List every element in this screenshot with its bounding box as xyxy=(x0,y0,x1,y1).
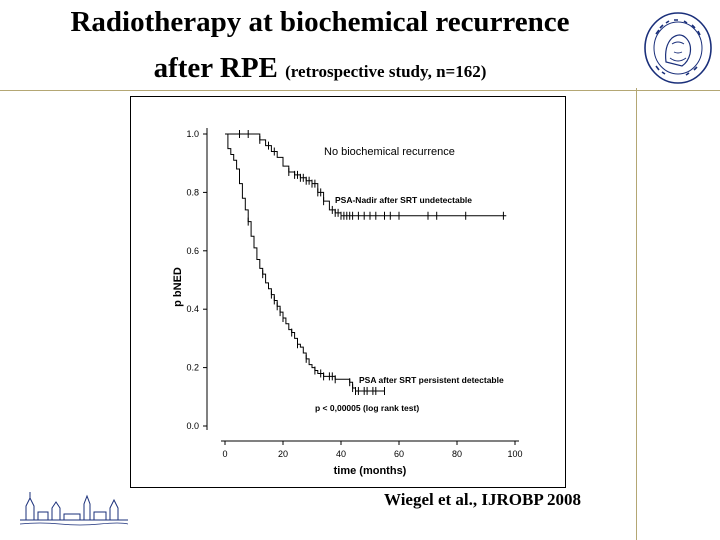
x-tick-label: 0 xyxy=(222,449,227,459)
series-label-persistent-detectable: PSA after SRT persistent detectable xyxy=(359,375,504,385)
series-line-1 xyxy=(225,133,385,392)
y-tick-label: 0.0 xyxy=(186,421,199,431)
slide-title-line-2: after RPE (retrospective study, n=162) xyxy=(0,52,640,85)
y-tick-label: 0.8 xyxy=(186,187,199,197)
slide-title-line-1: Radiotherapy at biochemical recurrence xyxy=(70,6,570,38)
citation: Wiegel et al., IJROBP 2008 xyxy=(384,490,582,509)
slide-title-subtitle: (retrospective study, n=162) xyxy=(285,62,487,81)
y-axis-label: p bNED xyxy=(172,267,184,307)
slide-title-main: after RPE xyxy=(153,52,278,84)
annotation-p-value: p < 0,00005 (log rank test) xyxy=(315,403,419,413)
city-skyline-icon xyxy=(20,492,128,526)
y-tick-label: 0.4 xyxy=(186,304,199,314)
university-seal-icon xyxy=(644,12,712,84)
y-tick-label: 0.2 xyxy=(186,363,199,373)
x-axis-label: time (months) xyxy=(334,465,407,477)
x-tick-label: 60 xyxy=(394,449,404,459)
y-tick-label: 1.0 xyxy=(186,129,199,139)
annotation-no-recurrence: No biochemical recurrence xyxy=(324,146,455,158)
chart-curves xyxy=(225,130,507,395)
x-tick-label: 20 xyxy=(278,449,288,459)
y-tick-label: 0.6 xyxy=(186,246,199,256)
vertical-rule xyxy=(636,88,637,540)
chart-axes: 0.0 0.2 0.4 0.6 0.8 1.0 0 20 40 60 80 100 xyxy=(186,128,523,459)
x-tick-label: 80 xyxy=(452,449,462,459)
series-label-undetectable: PSA-Nadir after SRT undetectable xyxy=(335,195,472,205)
survival-chart: 0.0 0.2 0.4 0.6 0.8 1.0 0 20 40 60 80 100 p bNED ti… xyxy=(130,96,566,488)
x-tick-label: 100 xyxy=(507,449,522,459)
survival-chart-svg: 0.0 0.2 0.4 0.6 0.8 1.0 0 20 40 60 80 100 p bNED ti… xyxy=(172,128,523,477)
x-tick-label: 40 xyxy=(336,449,346,459)
horizontal-rule xyxy=(0,90,720,91)
